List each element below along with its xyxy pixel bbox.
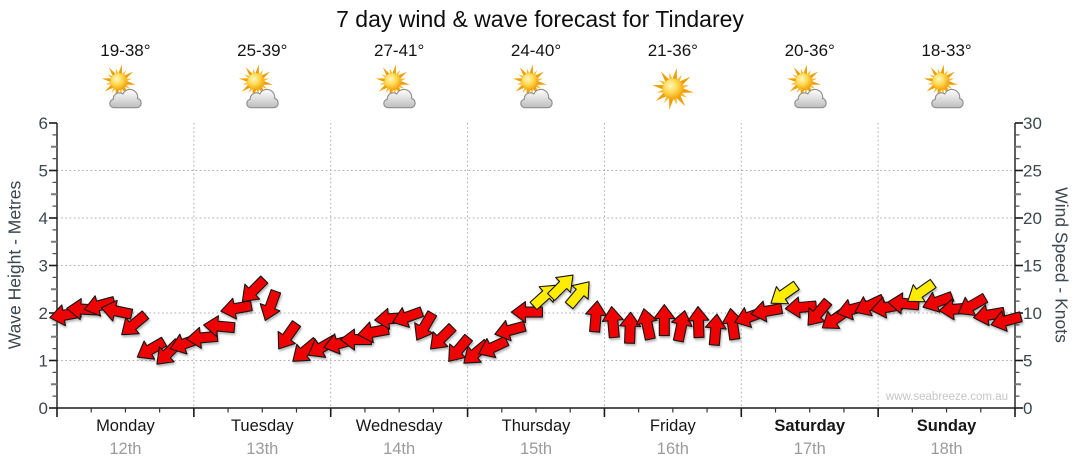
sun-cloud-icon (375, 64, 416, 109)
wind-arrow (704, 313, 727, 347)
wind-arrow (430, 323, 457, 350)
wind-arrow (100, 299, 134, 322)
wind-speed-tick-label: 5 (1023, 352, 1032, 371)
sun-cloud-icon (239, 64, 280, 109)
day-label: Thursday (501, 417, 571, 435)
wind-arrow (585, 300, 608, 333)
wind-arrow (721, 308, 744, 341)
chart-title: 7 day wind & wave forecast for Tindarey (336, 6, 744, 32)
wind-arrow (619, 311, 642, 344)
temp-range: 19-38° (100, 41, 151, 60)
wave-height-tick-label: 1 (39, 352, 48, 371)
wind-speed-tick-label: 10 (1023, 304, 1042, 323)
day-label: Wednesday (355, 417, 443, 435)
wind-arrow (770, 280, 800, 305)
wind-arrow (972, 304, 1006, 327)
wind-arrow (922, 291, 955, 313)
wave-height-tick-label: 2 (39, 304, 48, 323)
sun-cloud-icon (102, 64, 143, 109)
wind-speed-tick-label: 0 (1023, 399, 1032, 418)
wind-arrow (784, 296, 818, 319)
wind-arrow (990, 310, 1023, 332)
date-label: 13th (246, 440, 279, 458)
wind-arrow (448, 333, 474, 362)
wind-arrow (392, 306, 425, 328)
sun-cloud-icon (512, 64, 553, 109)
wind-arrow (203, 315, 236, 338)
wind-arrow (136, 336, 168, 360)
wind-arrow (635, 308, 658, 341)
day-label: Saturday (774, 417, 845, 435)
wind-arrow (670, 310, 693, 343)
date-label: 12th (109, 440, 142, 458)
wind-speed-tick-label: 25 (1023, 162, 1042, 181)
temp-range: 20-36° (784, 41, 835, 60)
temp-range: 24-40° (510, 41, 562, 60)
watermark: www.seabreeze.com.au (885, 391, 1008, 403)
sun-cloud-icon (923, 64, 964, 109)
day-label: Tuesday (230, 417, 294, 435)
day-label: Sunday (916, 417, 977, 435)
wave-height-tick-label: 6 (39, 114, 48, 133)
date-label: 16th (656, 440, 689, 458)
temp-range: 21-36° (647, 41, 698, 60)
axis-ticks (49, 122, 1023, 417)
sun-cloud-icon (786, 64, 827, 109)
wind-arrow (601, 306, 624, 339)
date-label: 14th (383, 440, 416, 458)
wave-height-tick-label: 5 (39, 162, 48, 181)
wind-arrow (414, 310, 438, 341)
wind-arrow (907, 278, 937, 303)
temp-range: 27-41° (374, 41, 425, 60)
wind-arrow (241, 275, 269, 303)
temp-range: 25-39° (237, 41, 288, 60)
wave-height-tick-label: 0 (39, 399, 48, 418)
wind-arrow (259, 289, 282, 321)
wind-arrow (121, 310, 150, 336)
temp-range: 18-33° (921, 41, 972, 60)
wind-arrow (547, 274, 574, 302)
gridlines (57, 123, 1015, 408)
wind-arrow (750, 300, 784, 323)
wind-arrow (653, 304, 676, 337)
wind-speed-tick-label: 15 (1023, 257, 1042, 276)
wind-arrow (83, 295, 117, 317)
wave-height-tick-label: 4 (39, 209, 48, 228)
wind-arrow (854, 293, 886, 317)
date-label: 18th (930, 440, 963, 458)
wind-arrow (807, 297, 833, 326)
date-label: 15th (519, 440, 553, 458)
day-label: Friday (649, 417, 696, 435)
wave-height-tick-label: 3 (39, 257, 48, 276)
day-label: Monday (96, 417, 155, 435)
wind-arrow (564, 281, 590, 310)
sun-icon (651, 67, 694, 110)
wind-arrow (494, 319, 527, 342)
wind-arrow (277, 320, 302, 350)
wind-arrow (957, 293, 989, 317)
wind-arrow-series (49, 274, 1023, 365)
wind-speed-tick-label: 20 (1023, 209, 1042, 228)
wind-speed-tick-label: 30 (1023, 114, 1042, 133)
date-label: 17th (793, 440, 826, 458)
wind-arrow (687, 305, 710, 339)
